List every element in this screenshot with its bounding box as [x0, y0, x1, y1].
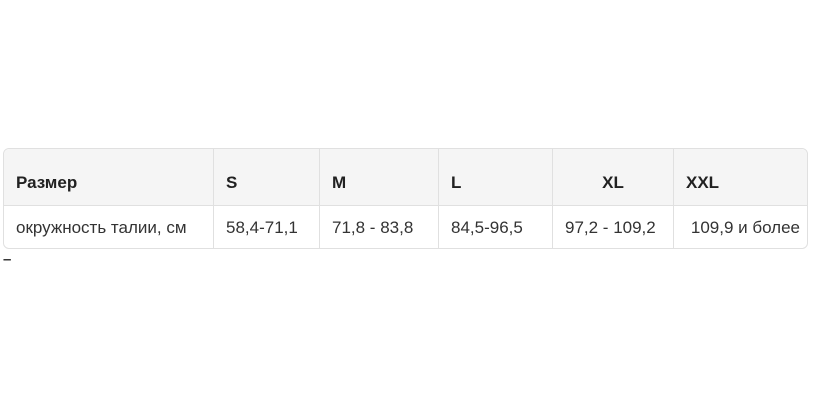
value-cell-s: 58,4-71,1 [214, 206, 320, 248]
footnote-dash: – [3, 251, 12, 268]
header-cell-m: M [320, 149, 439, 206]
size-table-body: окружность талии, см 58,4-71,1 71,8 - 83… [4, 206, 807, 248]
header-cell-s: S [214, 149, 320, 206]
header-cell-size: Размер [4, 149, 214, 206]
header-cell-xl: XL [553, 149, 674, 206]
value-cell-m: 71,8 - 83,8 [320, 206, 439, 248]
waist-row: окружность талии, см 58,4-71,1 71,8 - 83… [4, 206, 807, 248]
size-table: Размер S M L XL XXL окружность талии, см… [3, 148, 808, 249]
size-table-header: Размер S M L XL XXL [4, 149, 807, 206]
header-cell-l: L [439, 149, 553, 206]
value-cell-xxl: 109,9 и более [674, 206, 807, 248]
row-label-cell: окружность талии, см [4, 206, 214, 248]
header-cell-xxl: XXL [674, 149, 807, 206]
value-cell-l: 84,5-96,5 [439, 206, 553, 248]
header-row: Размер S M L XL XXL [4, 149, 807, 206]
value-cell-xl: 97,2 - 109,2 [553, 206, 674, 248]
